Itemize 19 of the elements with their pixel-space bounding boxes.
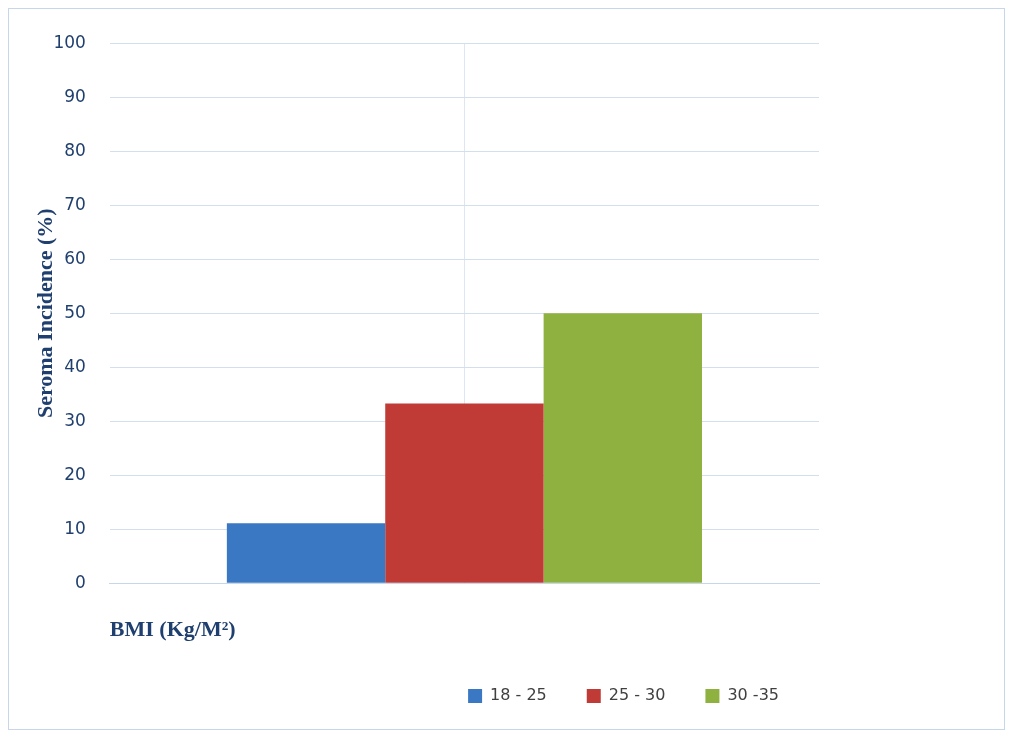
y-tick-label: 60 [64,247,86,268]
y-tick-label: 80 [64,139,86,160]
y-tick-label: 10 [64,517,86,538]
y-axis-title: Seroma Incidence (%) [31,208,57,419]
x-axis-title: BMI (Kg/M²) [109,616,236,642]
bar [385,403,544,583]
y-tick-label: 40 [64,355,86,376]
y-tick-label: 70 [64,193,86,214]
legend-label: 30 -35 [727,685,779,705]
bar [543,313,702,583]
y-tick-label: 30 [64,409,86,430]
y-tick-label: 100 [53,31,86,52]
y-tick-label: 90 [64,85,86,106]
y-tick-label: 50 [64,301,86,322]
y-tick-label: 0 [75,571,86,592]
bar [226,523,386,583]
legend-label: 18 - 25 [490,685,547,705]
y-tick-label: 20 [64,463,86,484]
legend-label: 25 - 30 [608,685,666,705]
